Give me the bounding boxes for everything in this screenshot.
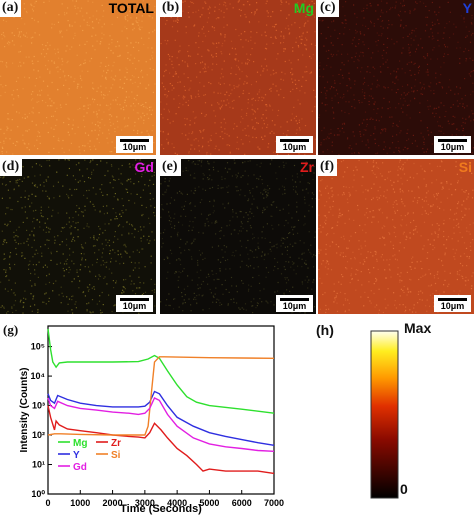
element-label: Si [458,159,472,175]
series-line-zr [47,405,275,475]
panel-label: (f) [318,159,337,176]
colorbar-min-label: 0 [400,481,408,497]
map-image [318,159,474,314]
x-axis-label: Time (Seconds) [120,503,202,515]
panel-label: (a) [0,0,22,17]
x-tick-label: 7000 [264,498,284,508]
element-label: Y [462,0,472,16]
x-tick-label: 2000 [103,498,123,508]
element-label: Zr [300,159,314,175]
scale-bar: 10μm [276,295,313,312]
panel-label: (d) [0,159,23,176]
map-image [0,159,156,314]
legend-label: Si [111,450,121,461]
panel-label: (b) [160,0,183,17]
scale-bar-label: 10μm [122,301,147,311]
scale-bar: 10μm [434,136,471,153]
series-line-gd [47,397,275,452]
element-label: TOTAL [108,0,154,16]
map-panel-e: (e) Zr 10μm [160,159,316,314]
y-axis-label: Intensity (Counts) [19,368,30,453]
scale-bar-label: 10μm [282,301,307,311]
legend-label: Zr [111,438,121,449]
y-tick-label: 10² [32,430,45,440]
x-tick-label: 3000 [135,498,155,508]
x-tick-label: 5000 [199,498,219,508]
series-line-y [47,390,275,446]
colorbar-panel-label: (h) [316,322,334,338]
element-label: Gd [134,159,154,175]
map-panel-d: (d) Gd 10μm [0,159,156,314]
panel-label: (e) [160,159,181,176]
y-tick-label: 10⁴ [31,371,45,381]
scale-bar: 10μm [276,136,313,153]
chart-svg: (g) 0 1000 2000 3000 4000 5000 6000 7000 10⁰ 10¹ 10… [3,322,284,515]
legend-label: Gd [73,462,87,473]
y-tick-label: 10⁰ [31,489,45,499]
map-panel-b: (b) Mg 10μm [160,0,316,155]
y-tick-label: 10⁵ [31,342,45,352]
scale-bar: 10μm [116,136,153,153]
series-line-si [47,356,275,436]
scale-bar-label: 10μm [440,301,465,311]
legend-label: Y [73,450,80,461]
plot-frame [47,325,275,495]
x-tick-label: 4000 [167,498,187,508]
map-image [318,0,474,155]
y-tick-label: 10¹ [32,460,45,470]
scale-bar-label: 10μm [282,142,307,152]
map-panel-a: (a) TOTAL 10μm [0,0,156,155]
x-tick-label: 6000 [232,498,252,508]
x-tick-label: 0 [45,498,50,508]
element-label: Mg [293,0,314,16]
map-image [0,0,156,155]
colorbar-panel: (h) Max 0 [314,318,474,516]
panel-label: (c) [318,0,339,17]
series-line-mg [47,328,275,414]
map-image [160,159,316,314]
colorbar [370,330,399,499]
colorbar-max-label: Max [404,320,432,336]
map-image [160,0,316,155]
y-tick-label: 10³ [32,401,45,411]
chart-panel-label: (g) [3,322,18,337]
intensity-chart: (g) 0 1000 2000 3000 4000 5000 6000 7000 10⁰ 10¹ 10… [0,318,290,516]
map-panel-f: (f) Si 10μm [318,159,474,314]
scale-bar: 10μm [434,295,471,312]
map-panel-c: (c) Y 10μm [318,0,474,155]
scale-bar-label: 10μm [440,142,465,152]
x-tick-label: 1000 [70,498,90,508]
scale-bar-label: 10μm [122,142,147,152]
legend-label: Mg [73,438,87,449]
scale-bar: 10μm [116,295,153,312]
